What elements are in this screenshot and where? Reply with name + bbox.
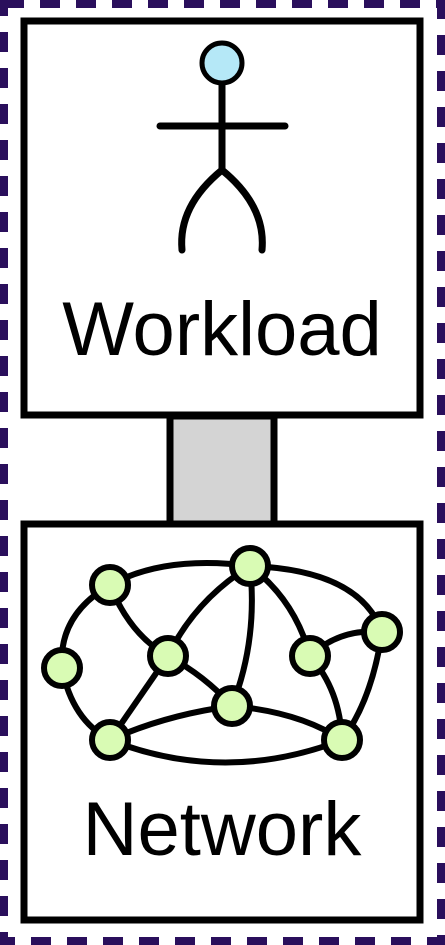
network-node: [147, 635, 189, 677]
stick-figure-icon: [156, 40, 289, 254]
network-node: [321, 719, 363, 761]
network-edge: [108, 737, 344, 766]
network-label: Network: [83, 787, 363, 872]
network-node: [41, 647, 83, 689]
network-node: [289, 635, 331, 677]
stick-figure-head: [199, 40, 245, 86]
network-nodes: [41, 545, 403, 761]
network-node: [229, 545, 271, 587]
connector-link: [166, 412, 278, 532]
network-node: [89, 719, 131, 761]
network-node: [361, 611, 403, 653]
workload-box: Workload: [20, 17, 424, 419]
graph-network-icon: [41, 545, 403, 766]
network-node: [211, 685, 253, 727]
stick-figure-right-leg: [218, 166, 266, 254]
network-node: [89, 564, 131, 606]
workload-label: Workload: [62, 287, 382, 372]
network-box: Network: [20, 520, 424, 924]
stick-figure-left-leg: [178, 166, 226, 254]
